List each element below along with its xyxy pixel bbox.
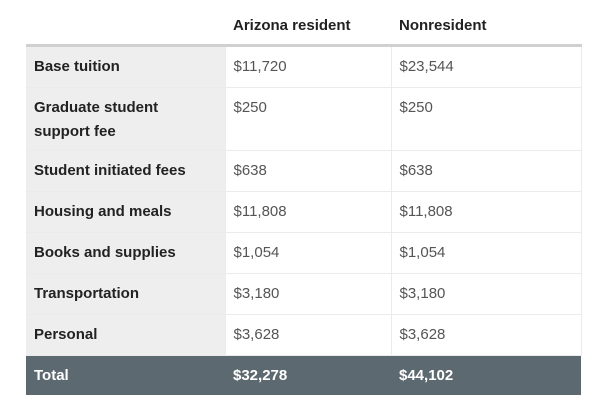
nonresident-value: $638	[391, 150, 582, 192]
row-label-student-initiated-fees: Student initiated fees	[26, 150, 225, 192]
resident-value: $638	[224, 150, 392, 192]
nonresident-value: $3,180	[391, 273, 582, 315]
total-label: Total	[26, 355, 225, 395]
resident-value: $1,054	[224, 232, 392, 274]
nonresident-value: $3,628	[391, 314, 582, 356]
resident-value: $3,628	[224, 314, 392, 356]
table-row: Books and supplies $1,054 $1,054	[26, 232, 582, 274]
row-label-personal: Personal	[26, 314, 225, 356]
table-row: Base tuition $11,720 $23,544	[26, 45, 582, 88]
table-header-row: Arizona resident Nonresident	[26, 6, 581, 47]
row-label-transportation: Transportation	[26, 273, 225, 315]
nonresident-value: $250	[391, 87, 582, 151]
table-row: Transportation $3,180 $3,180	[26, 273, 582, 315]
row-label-housing-and-meals: Housing and meals	[26, 191, 225, 233]
nonresident-value: $1,054	[391, 232, 582, 274]
total-resident-value: $32,278	[225, 355, 391, 395]
header-label-column	[26, 6, 225, 47]
row-label-books-and-supplies: Books and supplies	[26, 232, 225, 274]
cost-of-attendance-table: Arizona resident Nonresident Base tuitio…	[26, 6, 582, 395]
row-label-base-tuition: Base tuition	[26, 45, 225, 88]
nonresident-value: $11,808	[391, 191, 582, 233]
resident-value: $250	[224, 87, 392, 151]
header-nonresident: Nonresident	[391, 6, 581, 47]
resident-value: $3,180	[224, 273, 392, 315]
header-arizona-resident: Arizona resident	[225, 6, 391, 47]
total-row: Total $32,278 $44,102	[26, 355, 581, 395]
resident-value: $11,720	[224, 45, 392, 88]
nonresident-value: $23,544	[391, 45, 582, 88]
table-row: Housing and meals $11,808 $11,808	[26, 191, 582, 233]
table-row: Student initiated fees $638 $638	[26, 150, 582, 192]
resident-value: $11,808	[224, 191, 392, 233]
table-row: Personal $3,628 $3,628	[26, 314, 582, 356]
row-label-graduate-student-support-fee: Graduate student support fee	[26, 87, 225, 151]
table-row: Graduate student support fee $250 $250	[26, 87, 582, 151]
total-nonresident-value: $44,102	[391, 355, 581, 395]
